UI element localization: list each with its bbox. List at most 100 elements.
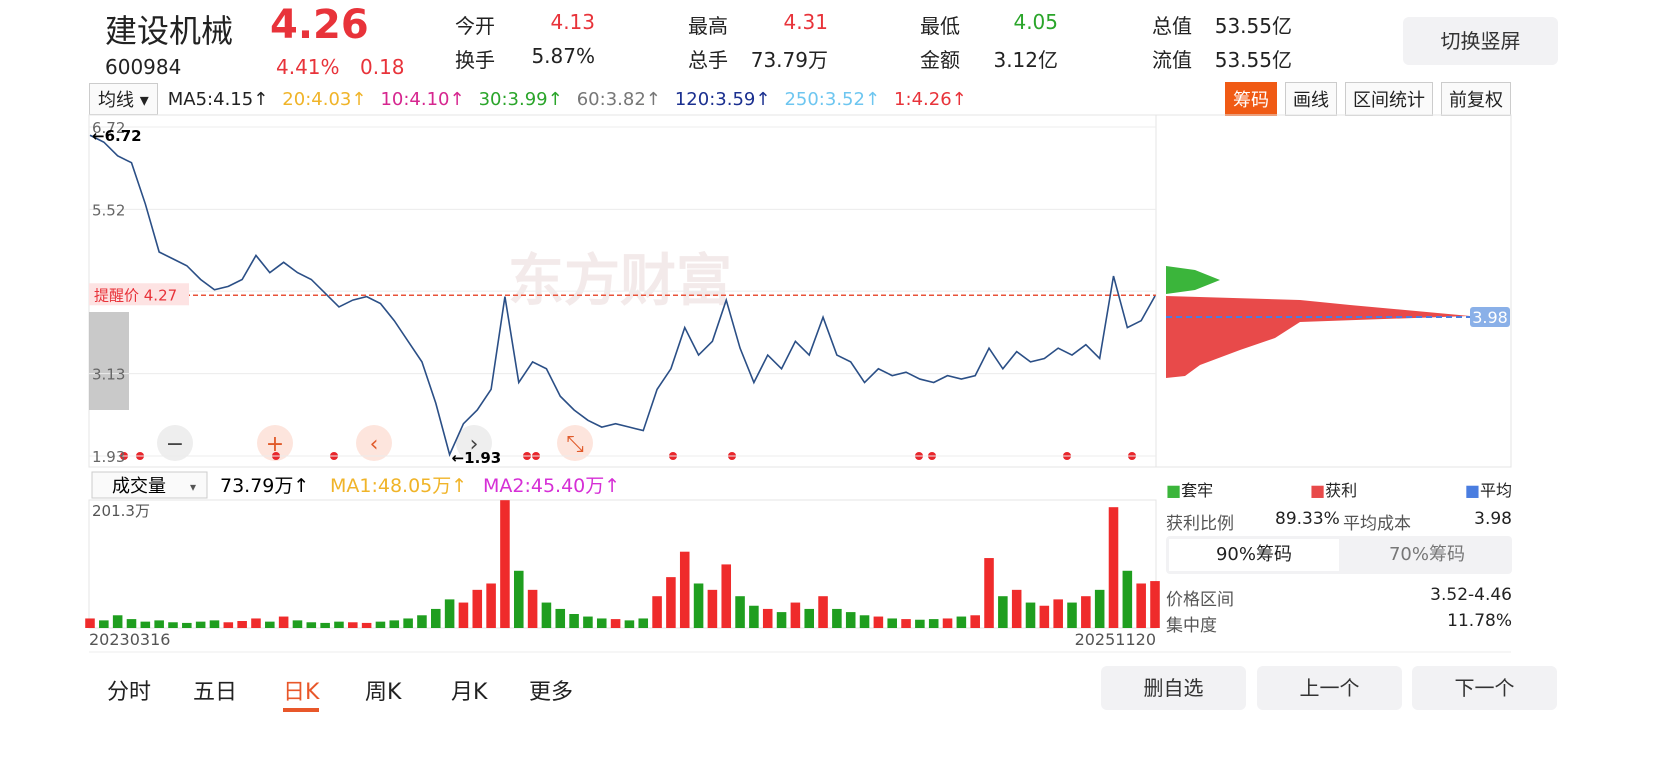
volume-bar xyxy=(278,616,289,628)
ma-bar: 均线 ▾ MA5:4.15↑ 20:4.03↑ 10:4.10↑ 30:3.99↑ 60… xyxy=(89,82,1511,116)
profit-value: 89.33% xyxy=(1275,509,1340,529)
ma-button[interactable]: 前复权 xyxy=(1441,82,1511,116)
ma-selector[interactable]: 均线 ▾ xyxy=(89,83,158,115)
volume-bar xyxy=(583,616,593,628)
volume-bar xyxy=(928,619,939,628)
chip-tab[interactable]: 90%筹码 xyxy=(1169,539,1339,571)
volume-bar xyxy=(555,608,566,628)
ma-item: 10:4.10↑ xyxy=(380,88,465,110)
volume-bar xyxy=(251,618,261,628)
volume-bar xyxy=(458,602,469,628)
volume-frame xyxy=(88,499,1157,629)
volume-bar xyxy=(389,620,400,628)
volume-bar xyxy=(527,589,538,628)
stat-value: 4.31 xyxy=(783,10,828,34)
chip-tab[interactable]: 70%筹码 xyxy=(1388,544,1465,565)
stock-price: 4.26 xyxy=(270,2,369,48)
watermark: 东方财富 xyxy=(508,249,732,314)
volume-ma2: MA2:45.40万↑ xyxy=(483,475,620,497)
volume-bar xyxy=(776,612,787,628)
nav-button[interactable]: 删自选 xyxy=(1101,666,1246,710)
nav-button[interactable]: 下一个 xyxy=(1412,666,1557,710)
stat-value: 3.12亿 xyxy=(993,48,1058,72)
volume-bar xyxy=(1150,581,1160,628)
volume-bar xyxy=(901,619,911,628)
volume-bar xyxy=(942,618,953,628)
y-tick-label: 1.93 xyxy=(92,448,125,466)
legend-avg: 平均 xyxy=(1479,481,1512,500)
start-date: 20230316 xyxy=(89,630,170,649)
conc-label: 集中度 xyxy=(1166,616,1217,636)
volume-bar xyxy=(749,605,759,628)
avg-tag-bg xyxy=(1470,307,1510,327)
stat-label: 金额 xyxy=(920,48,960,72)
volume-bar xyxy=(500,500,510,628)
volume-bar xyxy=(1011,589,1022,628)
volume-bar xyxy=(735,596,745,628)
profit-label: 获利比例 xyxy=(1166,514,1234,534)
volume-selector[interactable] xyxy=(91,471,208,499)
side-handle[interactable] xyxy=(89,312,129,410)
volume-bar xyxy=(1067,602,1077,628)
volume-bar xyxy=(569,614,579,628)
volume-bar xyxy=(804,608,814,628)
stat-label: 最低 xyxy=(920,14,960,38)
volume-bar xyxy=(306,622,317,628)
conc-value: 11.78% xyxy=(1447,611,1512,631)
stat-label: 流值 xyxy=(1152,48,1192,72)
nav-tab[interactable]: 日K xyxy=(283,674,320,712)
volume-bar xyxy=(472,589,483,628)
nav-button[interactable]: 上一个 xyxy=(1257,666,1402,710)
low-label: ←1.93 xyxy=(452,449,502,467)
ma-buttons: 筹码 画线 区间统计 前复权 xyxy=(1217,82,1511,116)
nav-tab[interactable]: 分时 xyxy=(107,680,152,705)
volume-bar xyxy=(431,608,441,628)
volume-bar xyxy=(845,612,856,628)
svg-text:⤡: ⤡ xyxy=(566,432,584,457)
volume-bar xyxy=(873,616,884,628)
volume-bar xyxy=(182,622,192,628)
volume-bar xyxy=(638,618,649,628)
price-line xyxy=(89,134,1156,458)
volume-bar xyxy=(1081,596,1091,628)
volume-bar xyxy=(707,589,718,628)
volume-bar xyxy=(859,615,870,628)
y-tick-label: 6.72 xyxy=(92,119,125,137)
svg-text:+: + xyxy=(266,432,284,457)
volume-bar xyxy=(292,620,303,628)
volume-bar xyxy=(1039,605,1050,628)
volume-bar xyxy=(790,602,801,628)
volume-bar xyxy=(237,621,247,628)
ma-button[interactable]: 画线 xyxy=(1285,82,1337,116)
volume-bar xyxy=(444,599,455,628)
volume-bar xyxy=(223,622,234,628)
svg-text:›: › xyxy=(470,432,479,457)
ma-item: 120:3.59↑ xyxy=(674,88,771,110)
rotate-button[interactable]: 切换竖屏 xyxy=(1403,17,1558,65)
y-tick-label: 5.52 xyxy=(92,201,125,219)
volume-bar xyxy=(334,621,344,628)
ma-item: 250:3.52↑ xyxy=(784,88,881,110)
volume-current: 73.79万↑ xyxy=(220,475,309,497)
volume-bar xyxy=(998,596,1008,628)
volume-bar xyxy=(693,583,704,628)
ma-button[interactable]: 筹码 xyxy=(1225,82,1277,116)
nav-tab[interactable]: 月K xyxy=(451,680,488,705)
volume-bar xyxy=(168,622,178,628)
volume-bar xyxy=(348,622,358,628)
volume-bar xyxy=(486,583,496,628)
svg-text:−: − xyxy=(166,432,184,457)
stock-name: 建设机械 xyxy=(105,12,234,50)
volume-bar xyxy=(361,622,372,628)
volume-bar xyxy=(610,619,621,628)
nav-tab[interactable]: 更多 xyxy=(529,680,574,705)
nav-tab[interactable]: 周K xyxy=(365,680,402,705)
volume-selector-text: 成交量 xyxy=(112,476,166,497)
nav-tab[interactable]: 五日 xyxy=(193,680,238,705)
volume-bar xyxy=(721,564,732,628)
chart-controls[interactable]: − + ‹ › ⤡ xyxy=(157,425,593,461)
chip-distribution xyxy=(1166,266,1470,378)
stat-label: 换手 xyxy=(455,48,495,72)
